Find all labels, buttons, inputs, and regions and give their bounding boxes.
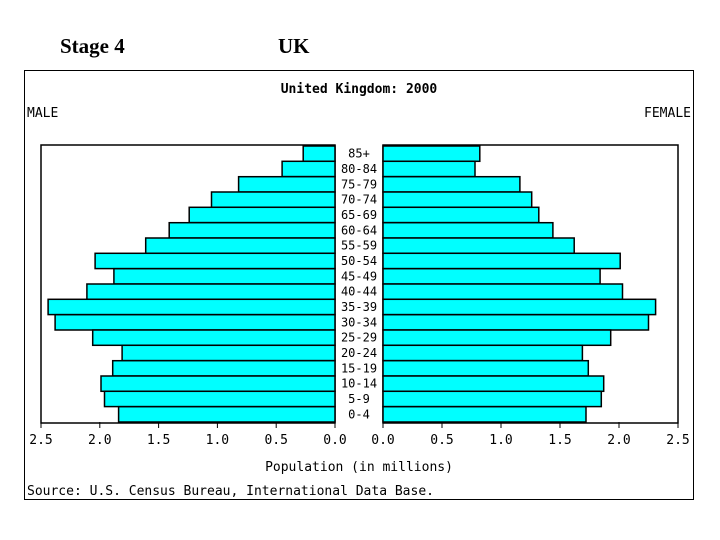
female-bar-0-4 [382,405,587,423]
female-label: FEMALE [644,106,691,121]
male-bar-80-84 [281,160,336,178]
female-bar-85+ [382,145,481,163]
age-label-65-69: 65-69 [341,208,377,222]
male-bar-70-74 [210,191,336,209]
male-bar-60-64 [168,221,336,239]
female-bar-65-69 [382,206,540,224]
x-tick-label: 2.0 [607,433,630,448]
male-bar-40-44 [86,283,336,301]
female-bar-50-54 [382,252,621,270]
female-bar-25-29 [382,329,612,347]
x-tick-label: 1.0 [489,433,512,448]
age-label-70-74: 70-74 [341,193,377,207]
male-bar-10-14 [100,375,336,393]
chart-canvas: United Kingdom: 2000 MALE FEMALE 85+80-8… [27,82,691,499]
x-tick-label: 0.0 [371,433,394,448]
age-label-15-19: 15-19 [341,361,377,375]
male-bar-75-79 [237,175,336,193]
female-bar-40-44 [382,283,624,301]
male-bar-45-49 [113,267,336,285]
age-label-40-44: 40-44 [341,285,377,299]
female-bar-35-39 [382,298,657,316]
female-bar-45-49 [382,267,601,285]
male-bar-35-39 [47,298,336,316]
male-bar-65-69 [188,206,336,224]
age-label-25-29: 25-29 [341,331,377,345]
female-bar-60-64 [382,221,554,239]
bars-layer [47,145,657,423]
age-label-60-64: 60-64 [341,223,377,237]
female-bar-70-74 [382,191,533,209]
x-tick-label: 0.5 [264,433,287,448]
female-bar-15-19 [382,359,590,377]
x-tick-label: 1.5 [548,433,571,448]
age-label-0-4: 0-4 [348,407,370,421]
x-tick-label: 1.0 [206,433,229,448]
x-axis-label: Population (in millions) [265,460,453,475]
age-label-5-9: 5-9 [348,392,370,406]
female-bar-20-24 [382,344,584,362]
population-pyramid-chart: United Kingdom: 2000 MALE FEMALE 85+ 80-8… [24,70,694,500]
male-label: MALE [27,106,58,121]
age-label-10-14: 10-14 [341,377,377,391]
age-label-55-59: 55-59 [341,239,377,253]
x-tick-label: 2.5 [666,433,689,448]
male-bar-0-4 [117,405,336,423]
male-bar-25-29 [91,329,336,347]
age-label-20-24: 20-24 [341,346,377,360]
x-tick-label: 2.5 [29,433,52,448]
female-bar-80-84 [382,160,476,178]
female-bar-55-59 [382,237,575,255]
male-bar-55-59 [144,237,336,255]
male-bar-20-24 [121,344,336,362]
male-bar-5-9 [103,390,336,408]
x-tick-label: 0.0 [323,433,346,448]
age-label-80-84: 80-84 [341,162,377,176]
female-bar-75-79 [382,175,521,193]
female-bar-5-9 [382,390,603,408]
female-bar-10-14 [382,375,605,393]
age-label-75-79: 75-79 [341,177,377,191]
stage-title: Stage 4 [60,34,125,58]
x-tick-label: 0.5 [430,433,453,448]
male-bar-85+ [302,145,336,163]
male-bar-30-34 [54,313,336,331]
source-note: Source: U.S. Census Bureau, Internationa… [27,484,434,499]
x-tick-label: 1.5 [147,433,170,448]
female-bar-30-34 [382,313,650,331]
male-bar-15-19 [111,359,336,377]
country-title: UK [278,34,310,58]
chart-title: United Kingdom: 2000 [281,82,438,97]
x-tick-label: 2.0 [88,433,111,448]
x-axis-ticks: 2.5 2.0 1.5 1.0 0.5 0.0 0.0 0.5 1.0 1.5 2.0 2.5 [29,422,690,448]
age-label-30-34: 30-34 [341,315,377,329]
age-label-45-49: 45-49 [341,269,377,283]
age-label-50-54: 50-54 [341,254,377,268]
age-label-85+: 85+ [348,147,370,161]
male-bar-50-54 [94,252,336,270]
age-label-35-39: 35-39 [341,300,377,314]
